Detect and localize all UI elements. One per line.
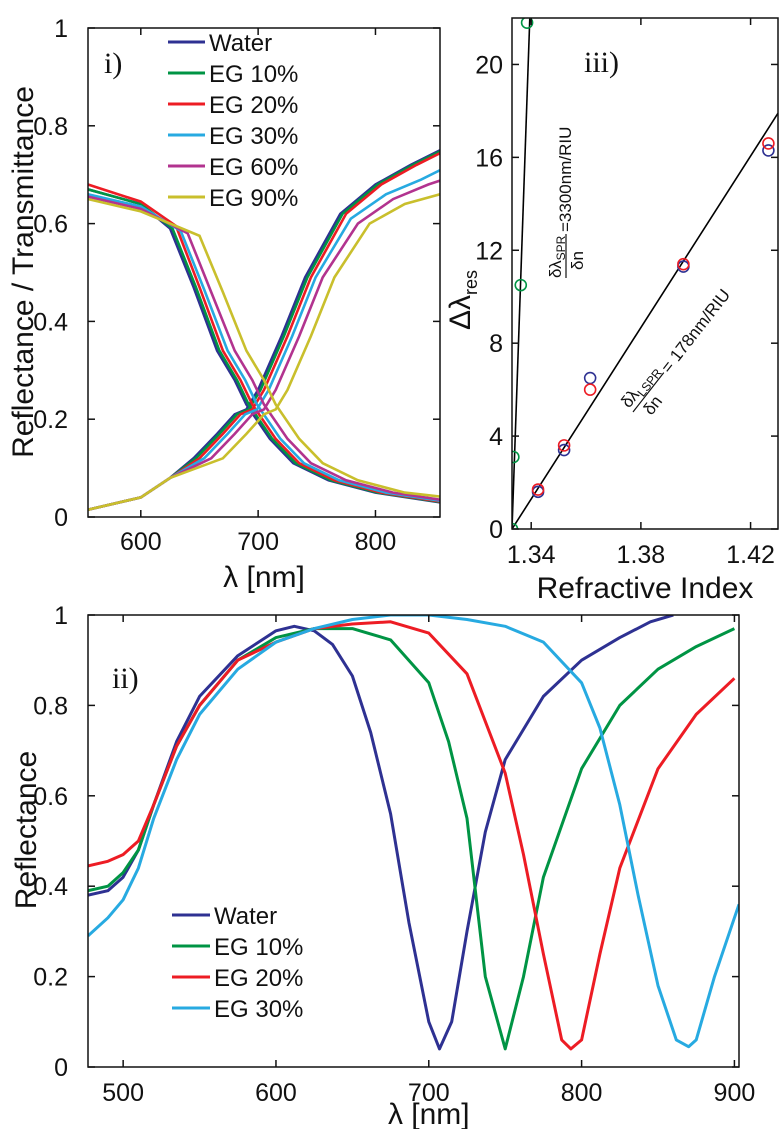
panel-i-transmittance-line-5 [88, 192, 440, 511]
panel-ii-label: ii) [112, 662, 139, 695]
panel-iii-marker-1 [557, 443, 571, 457]
panel-i-ylabel: Reflectance / Transmittance [7, 86, 40, 458]
panel-i-xlabel: λ [nm] [223, 561, 305, 594]
panel-i-xtick-label: 700 [237, 528, 279, 556]
panel-iii-marker-1 [762, 144, 775, 157]
panel-iii-xtick-label: 1.42 [726, 541, 775, 569]
panel-iii-annotation-denominator: δn [568, 251, 587, 270]
panel-i-chart: 600 700 800 0 0.2 0.4 0.6 0.8 1 λ [nm] Reflectance… [7, 15, 441, 594]
panel-i-legend-label: EG 90% [209, 185, 298, 212]
panel-ii-legend-label: Water [214, 903, 277, 930]
panel-iii-annotation-value: = 178nm/RIU [657, 286, 734, 377]
panel-iii-fit-line-1 [512, 112, 778, 529]
panel-iii-label: iii) [584, 46, 619, 79]
panel-ii-chart: 500 600 700 800 900 0 0.2 0.4 0.6 0.8 1 λ [nm] Refle… [10, 602, 755, 1129]
panel-i-xtick-label: 600 [120, 528, 162, 556]
panel-ii-ytick-label: 1 [54, 602, 68, 630]
panel-ii-legend: Water EG 10% EG 20% EG 30% [172, 903, 303, 1023]
panel-ii-xtick-label: 700 [408, 1079, 450, 1107]
panel-iii-ytick-label: 0 [489, 516, 503, 544]
panel-ii-xtick-label: 900 [714, 1079, 756, 1107]
panel-i-label: i) [104, 47, 122, 80]
panel-iii-ytick-label: 16 [475, 144, 503, 172]
panel-iii-ytick-label: 4 [489, 423, 503, 451]
panel-i-series-group [88, 149, 440, 511]
panel-iii-marker-2 [531, 483, 545, 496]
panel-i-ytick-label: 0.4 [33, 308, 68, 336]
panel-iii-xlabel: Refractive Index [537, 572, 754, 605]
panel-iii-marker-0 [520, 18, 534, 29]
panel-i-legend-label: EG 10% [209, 61, 298, 88]
panel-i-reflectance-line-3 [88, 193, 440, 503]
panel-i-ytick-label: 1 [54, 15, 68, 43]
panel-iii-annotation-numerator: δλSPR [546, 235, 568, 278]
panel-ii-legend-label: EG 20% [214, 965, 303, 992]
panel-iii-fit-line-0 [512, 18, 531, 529]
panel-iii-ylabel-main: Δλ [444, 295, 477, 330]
panel-ii-series-line-3 [88, 615, 739, 1049]
panel-iii-marker-2 [762, 137, 775, 150]
panel-i-frame [87, 27, 441, 518]
panel-iii-ytick-label: 12 [475, 237, 503, 265]
panel-i-ytick-label: 0.2 [33, 406, 68, 434]
panel-ii-series-line-0 [88, 615, 674, 1051]
panel-i-legend-label: EG 20% [209, 92, 298, 119]
panel-i-ytick-label: 0 [54, 504, 68, 532]
panel-iii-marker-2 [557, 439, 571, 452]
panel-ii-series-group [88, 615, 739, 1051]
panel-iii-marker-2 [677, 257, 690, 271]
panel-iii-xtick-label: 1.38 [617, 541, 666, 569]
panel-ii-legend-label: EG 30% [214, 996, 303, 1023]
panel-iii-ytick-label: 20 [475, 51, 503, 79]
panel-i-legend-label: Water [209, 30, 272, 57]
panel-iii-plot-area [512, 18, 778, 529]
panel-i-legend-label: EG 60% [209, 154, 298, 181]
panel-iii-marker-2 [583, 383, 597, 396]
panel-iii-marker-1 [583, 371, 597, 385]
panel-ii-ytick-label: 0.6 [33, 783, 68, 811]
panel-ii-ytick-label: 0.2 [33, 964, 68, 992]
panel-iii-ylabel: Δλres [444, 270, 481, 330]
panel-i-reflectance-line-1 [88, 188, 440, 504]
panel-ii-xtick-label: 500 [102, 1079, 144, 1107]
panel-iii-ylabel-sub: res [461, 270, 481, 295]
panel-iii-annotation-bar [632, 372, 665, 413]
panel-ii-series-line-1 [88, 627, 736, 1051]
panel-ii-ytick-label: 0.8 [33, 692, 68, 720]
panel-iii-frame [511, 17, 779, 530]
panel-i-legend: Water EG 10% EG 20% EG 30% EG 60% EG 90% [168, 30, 298, 212]
panel-ii-ylabel: Reflectance [10, 751, 43, 909]
panel-i-legend-label: EG 30% [209, 123, 298, 150]
panel-i-reflectance-line-4 [88, 195, 440, 501]
panel-iii-marker-0 [512, 450, 520, 464]
panel-i-xtick-label: 800 [355, 528, 397, 556]
panel-i-ytick-label: 0.6 [33, 211, 68, 239]
panel-ii-ytick-label: 0.4 [33, 873, 68, 901]
panel-i-reflectance-line-0 [88, 188, 440, 504]
panel-i-reflectance-line-5 [88, 197, 440, 498]
panel-ii-xtick-label: 600 [255, 1079, 297, 1107]
panel-ii-series-line-2 [88, 620, 736, 1051]
panel-iii-annotation-value: =3300nm/RIU [556, 127, 575, 232]
panel-i-reflectance-line-2 [88, 183, 440, 503]
panel-iii-annotation-numerator-sub: SPR [554, 235, 568, 260]
panel-i-transmittance-line-3 [88, 168, 440, 511]
panel-i-ytick-label: 0.8 [33, 113, 68, 141]
panel-ii-xtick-label: 800 [561, 1079, 603, 1107]
panel-i-transmittance-line-4 [88, 179, 440, 511]
panel-ii-xlabel: λ [nm] [388, 1098, 470, 1129]
panel-iii-xtick-label: 1.34 [507, 541, 556, 569]
panel-ii-frame [87, 614, 740, 1068]
panel-iii-chart: 1.34 1.38 1.42 0 4 8 12 16 20 Refractive Index Δλr… [444, 17, 779, 605]
panel-ii-legend-label: EG 10% [214, 934, 303, 961]
panel-iii-marker-0 [514, 278, 528, 292]
panel-iii-ytick-label: 8 [489, 330, 503, 358]
panel-ii-ytick-label: 0 [54, 1054, 68, 1082]
